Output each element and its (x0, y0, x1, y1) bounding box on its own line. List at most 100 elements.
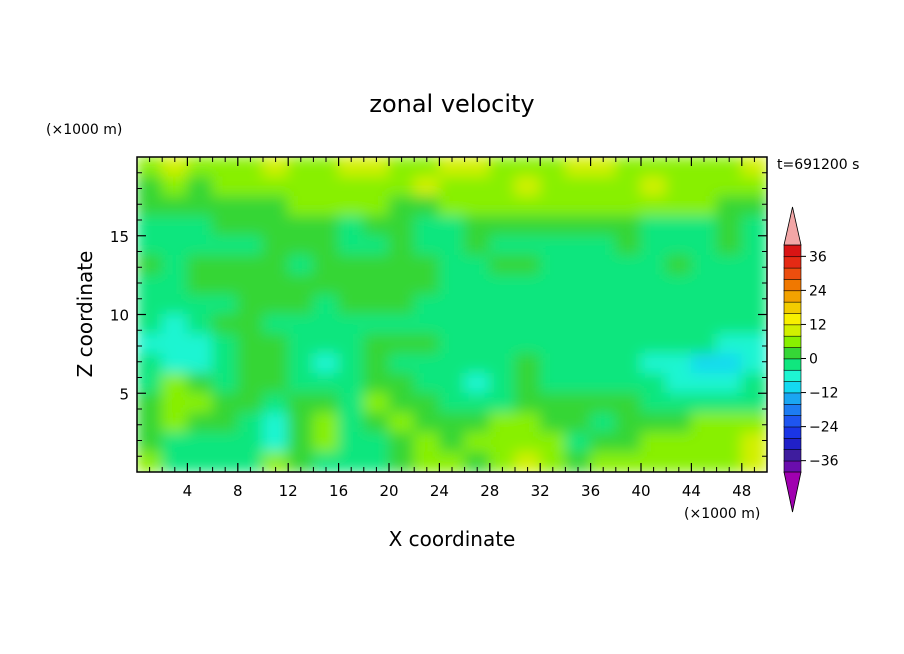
field-cell (287, 412, 314, 434)
field-cell (237, 235, 264, 256)
field-cell (312, 176, 340, 197)
field-cell (212, 215, 239, 237)
field-cell (464, 314, 491, 335)
field-cell (312, 392, 340, 414)
field-cell (186, 314, 214, 335)
field-cell (716, 412, 743, 434)
field-cell (137, 353, 163, 375)
field-cell (640, 294, 667, 315)
field-cell (741, 157, 767, 178)
field-cell (741, 274, 767, 296)
field-cell (413, 294, 440, 315)
field-cell (615, 294, 642, 315)
field-cell (716, 254, 743, 276)
field-cell (564, 373, 592, 394)
field-cell (640, 274, 667, 296)
colorbar-swatch (783, 301, 802, 314)
field-cell (438, 412, 466, 434)
field-cell (640, 333, 667, 355)
colorbar-swatch (783, 437, 802, 451)
field-cell (590, 451, 617, 472)
field-cell (363, 392, 390, 414)
field-cell (489, 392, 516, 414)
field-cell (363, 451, 390, 472)
field-cell (338, 254, 365, 276)
field-cell (590, 176, 617, 197)
field-cell (690, 451, 718, 472)
field-cell (161, 373, 188, 394)
field-cell (640, 373, 667, 394)
y-tick-label: 15 (110, 228, 129, 246)
field-cell (665, 314, 692, 335)
field-cell (539, 254, 566, 276)
field-cell (438, 195, 466, 217)
field-cell (615, 274, 642, 296)
field-cell (665, 451, 692, 472)
field-cell (615, 215, 642, 237)
field-cell (489, 314, 516, 335)
field-cell (237, 294, 264, 315)
field-cell (489, 333, 516, 355)
field-cell (262, 254, 289, 276)
field-cell (539, 157, 566, 178)
field-cell (161, 235, 188, 256)
field-cell (489, 451, 516, 472)
field-cell (590, 215, 617, 237)
field-cell (237, 412, 264, 434)
field-cell (237, 314, 264, 335)
field-cell (489, 235, 516, 256)
field-cell (464, 353, 491, 375)
field-cell (161, 157, 188, 178)
field-cell (514, 235, 541, 256)
field-cell (590, 294, 617, 315)
field-cell (287, 432, 314, 453)
x-tick-label: 16 (329, 482, 348, 500)
field-cell (539, 314, 566, 335)
field-cell (137, 274, 163, 296)
field-cell (615, 451, 642, 472)
field-cell (262, 176, 289, 197)
field-cell (615, 432, 642, 453)
field-cell (161, 432, 188, 453)
field-cell (640, 412, 667, 434)
colorbar-tick-label: −24 (809, 420, 839, 436)
field-cell (590, 254, 617, 276)
field-cell (262, 215, 289, 237)
field-cell (564, 294, 592, 315)
field-cell (539, 294, 566, 315)
colorbar-over-arrow (783, 206, 802, 246)
field-cell (312, 451, 340, 472)
field-cell (388, 451, 415, 472)
field-cell (338, 294, 365, 315)
field-cell (741, 432, 767, 453)
x-tick-label: 24 (430, 482, 449, 500)
field-cell (161, 353, 188, 375)
field-cell (514, 353, 541, 375)
field-cell (615, 392, 642, 414)
field-cell (262, 333, 289, 355)
field-cell (237, 215, 264, 237)
field-cell (514, 333, 541, 355)
field-cell (312, 254, 340, 276)
field-cell (388, 373, 415, 394)
field-cell (212, 274, 239, 296)
colorbar-swatch (783, 369, 802, 382)
field-cell (564, 353, 592, 375)
field-cell (413, 195, 440, 217)
field-cell (640, 254, 667, 276)
field-cell (514, 314, 541, 335)
field-cell (212, 195, 239, 217)
field-cell (312, 215, 340, 237)
field-cell (338, 353, 365, 375)
field-cell (690, 235, 718, 256)
field-cell (489, 215, 516, 237)
field-cell (137, 314, 163, 335)
field-cell (741, 333, 767, 355)
field-cell (212, 333, 239, 355)
field-cell (564, 314, 592, 335)
field-cell (590, 235, 617, 256)
field-cell (514, 373, 541, 394)
field-cell (262, 353, 289, 375)
x-tick-label: 48 (732, 482, 751, 500)
field-cell (137, 157, 163, 178)
